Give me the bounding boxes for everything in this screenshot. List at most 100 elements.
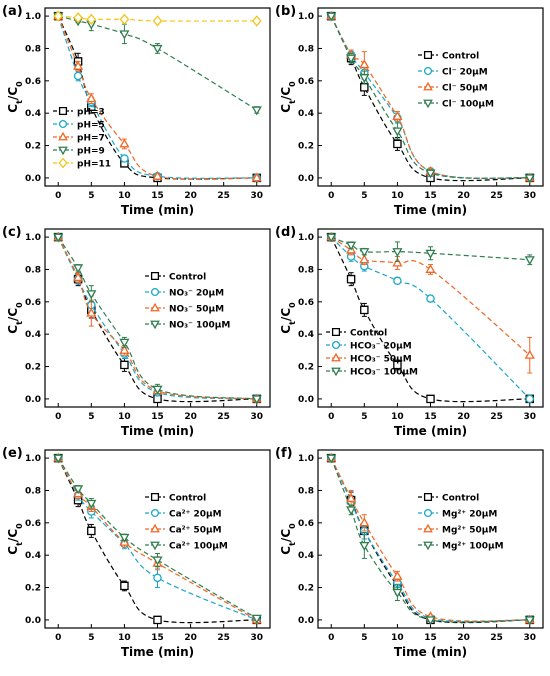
data-point (120, 154, 129, 163)
series-3 (53, 12, 262, 116)
data-point (524, 174, 535, 184)
legend-label: Cl⁻ 20μM (442, 68, 488, 78)
legend-marker (150, 508, 160, 518)
x-tick-label: 25 (490, 633, 503, 643)
y-tick-label: 1.0 (298, 12, 314, 22)
y-tick-label: 0.8 (298, 265, 314, 275)
y-axis-label-part: C (6, 546, 20, 555)
data-point (359, 74, 370, 84)
y-axis-label-part: C (279, 104, 293, 113)
y-tick-label: 1.0 (25, 233, 41, 243)
legend-label: pH=7 (77, 134, 105, 144)
legend-marker (58, 131, 68, 141)
data-point (359, 517, 370, 527)
data-point (73, 12, 83, 24)
data-point (524, 349, 535, 359)
y-tick-label: 0.4 (298, 551, 314, 561)
panel-c: 0 5 10 15 20 25 30 0.0 0.2 0.4 0.6 0.8 1.0 Time (min)… (2, 225, 271, 438)
x-tick-label: 0 (328, 412, 334, 422)
data-point (392, 110, 403, 120)
legend-marker (150, 492, 160, 502)
y-tick-label: 0.2 (25, 363, 41, 373)
series-3 (53, 454, 262, 624)
data-point (86, 307, 97, 317)
legend-label: Control (169, 273, 206, 283)
data-point (392, 248, 403, 258)
y-axis-label-part: t (15, 542, 24, 546)
y-axis-label-part: /C (279, 87, 293, 100)
data-point (153, 615, 162, 625)
y-axis-label: Ct/C0 (279, 523, 297, 555)
y-tick-label: 1.0 (298, 454, 314, 464)
series-line (58, 15, 258, 111)
y-tick-label: 0.0 (298, 174, 314, 184)
series-line (330, 457, 530, 622)
series-3 (326, 454, 535, 626)
data-point (73, 272, 84, 282)
y-tick-label: 0.6 (25, 298, 41, 308)
data-point (152, 15, 163, 27)
series-line (330, 15, 530, 179)
data-point (87, 526, 96, 536)
series-0 (53, 232, 262, 404)
legend-marker (423, 508, 433, 518)
data-point (119, 30, 130, 40)
x-tick-label: 25 (217, 412, 230, 422)
data-point (326, 454, 337, 464)
series-0 (326, 11, 535, 183)
legend-label: Cl⁻ 100μM (442, 100, 494, 110)
data-point (360, 305, 369, 315)
x-axis-label: Time (min) (121, 203, 194, 217)
legend-marker (423, 81, 433, 91)
x-tick-label: 30 (250, 633, 263, 643)
data-point (525, 394, 535, 404)
legend-label: Ca²⁺ 50μM (169, 526, 222, 536)
data-point (392, 588, 403, 598)
y-axis-label-part: 0 (288, 523, 297, 529)
panel-label: (c) (2, 225, 22, 240)
data-point (251, 15, 262, 27)
legend-marker (331, 327, 341, 337)
legend-label: Mg²⁺ 20μM (442, 510, 497, 520)
data-point (359, 541, 370, 551)
series-line (57, 236, 257, 400)
y-tick-label: 0.6 (298, 298, 314, 308)
series-3 (326, 12, 535, 184)
data-point (152, 556, 163, 566)
legend: Control Ca²⁺ 20μM Ca²⁺ 50μM Ca²⁺ 100μM (145, 492, 228, 552)
legend-label: HCO₃⁻ 100μM (350, 368, 418, 378)
data-point (53, 454, 64, 464)
x-tick-label: 10 (391, 633, 404, 643)
data-point (152, 170, 163, 180)
data-point (86, 499, 97, 509)
data-point (251, 395, 262, 405)
data-point (119, 338, 130, 348)
x-tick-label: 20 (184, 412, 197, 422)
y-tick-label: 0.4 (25, 330, 41, 340)
y-axis-label-part: C (6, 104, 20, 113)
data-point (359, 254, 370, 264)
series-line (57, 236, 257, 400)
data-point (326, 12, 337, 22)
legend-label: pH=11 (77, 160, 111, 170)
data-point (346, 54, 357, 64)
x-tick-label: 30 (523, 191, 536, 201)
legend-marker (331, 367, 341, 377)
legend: pH=3 pH=5 pH=7 pH=9 pH=11 (53, 106, 111, 170)
x-tick-label: 0 (328, 191, 334, 201)
y-tick-label: 0.0 (25, 395, 41, 405)
y-tick-label: 0.4 (298, 109, 314, 119)
data-point (251, 614, 262, 624)
data-point (426, 394, 435, 404)
data-point (392, 127, 403, 137)
legend-marker (423, 523, 433, 533)
data-point (86, 13, 97, 26)
data-point (152, 44, 163, 54)
series-2 (53, 452, 262, 624)
data-point (120, 360, 129, 370)
y-axis-label: Ct/C0 (279, 302, 297, 334)
data-point (392, 570, 403, 580)
legend-label: Control (350, 329, 387, 339)
plot-frame (317, 449, 544, 629)
series-line (330, 457, 530, 623)
